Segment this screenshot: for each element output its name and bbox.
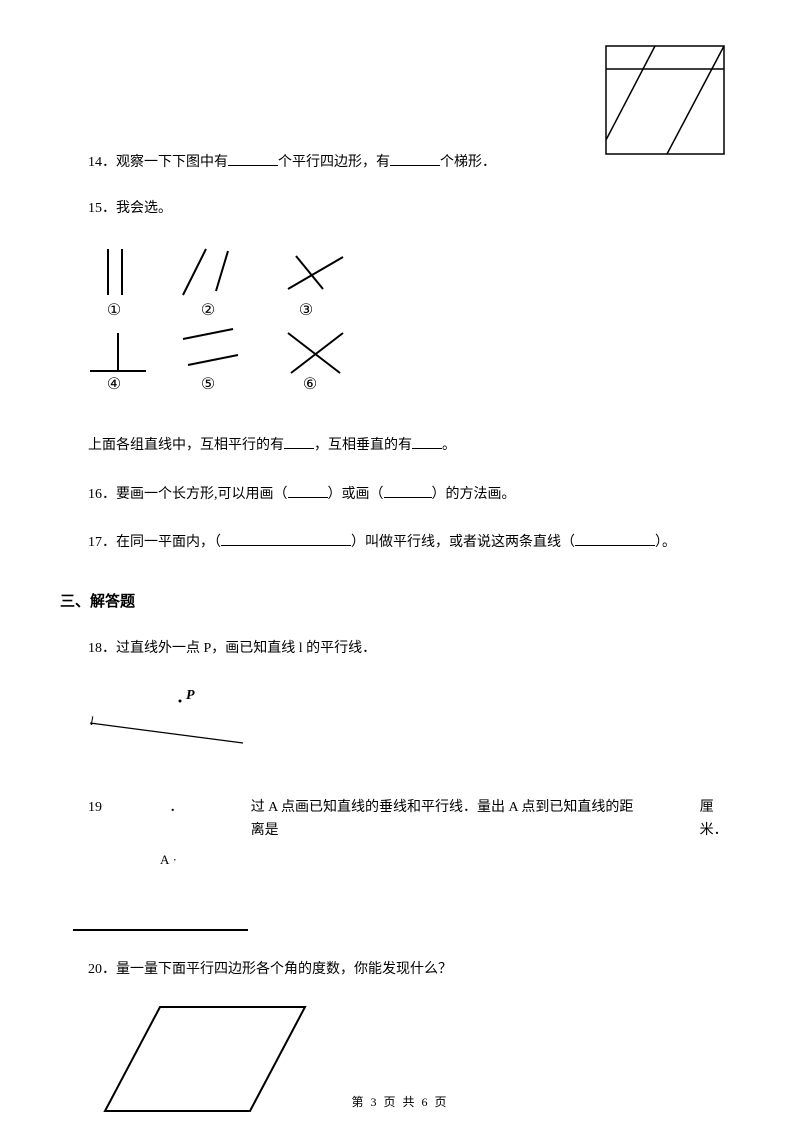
- q17-blank-1[interactable]: [221, 530, 351, 546]
- svg-text:③: ③: [299, 302, 313, 319]
- q20-text: 20．量一量下面平行四边形各个角的度数，你能发现什么？: [88, 962, 452, 977]
- q19-text: 过 A 点画已知直线的垂线和平行线．量出 A 点到已知直线的距离是: [251, 797, 646, 842]
- svg-text:⑤: ⑤: [201, 376, 215, 393]
- q14-text-prefix: 14．观察一下下图中有: [88, 155, 228, 170]
- svg-text:④: ④: [107, 376, 121, 393]
- question-17: 17．在同一平面内，（ ）叫做平行线，或者说这两条直线（ ）。: [88, 530, 740, 554]
- q18-line-label: l: [90, 713, 94, 728]
- q14-blank-1[interactable]: [228, 150, 278, 166]
- footer-prefix: 第: [351, 1095, 370, 1109]
- section-3-header: 三、解答题: [60, 590, 740, 614]
- q15-end: 。: [442, 438, 456, 453]
- footer-total: 6: [422, 1095, 430, 1109]
- q14-blank-2[interactable]: [390, 150, 440, 166]
- q14-text-mid2: 个梯形．: [440, 155, 496, 170]
- q18-figure: P l: [88, 681, 740, 769]
- q14-text-mid1: 个平行四边形，有: [278, 155, 390, 170]
- footer-mid: 页 共: [378, 1095, 421, 1109]
- question-16: 16．要画一个长方形,可以用画（ ）或画（ ）的方法画。: [88, 482, 740, 506]
- q15-figure: ① ② ③ ④ ⑤ ⑥: [88, 241, 740, 409]
- q17-mid: ）叫做平行线，或者说这两条直线（: [351, 535, 575, 550]
- q16-mid: ）或画（: [328, 487, 384, 502]
- q19-point-dot: ·: [173, 852, 177, 867]
- q15-blank-1[interactable]: [284, 433, 314, 449]
- footer-suffix: 页: [430, 1095, 449, 1109]
- q16-end: ）的方法画。: [432, 487, 516, 502]
- q17-blank-2[interactable]: [575, 530, 655, 546]
- q15-blank-2[interactable]: [412, 433, 442, 449]
- question-18: 18．过直线外一点 P，画已知直线 l 的平行线．: [88, 638, 740, 660]
- question-14: 14．观察一下下图中有 个平行四边形，有 个梯形．: [88, 150, 740, 174]
- q19-point-label: A: [160, 852, 169, 867]
- question-20: 20．量一量下面平行四边形各个角的度数，你能发现什么？: [88, 959, 740, 981]
- question-19: 19．过 A 点画已知直线的垂线和平行线．量出 A 点到已知直线的距离是厘米． …: [88, 797, 740, 931]
- q19-unit: 厘米．: [700, 797, 740, 842]
- svg-text:⑥: ⑥: [303, 376, 317, 393]
- q18-line: [90, 723, 243, 743]
- q15-mid: ，互相垂直的有: [314, 438, 412, 453]
- svg-text:①: ①: [107, 302, 121, 319]
- q17-prefix: 17．在同一平面内，（: [88, 535, 221, 550]
- q15-text: 上面各组直线中，互相平行的有: [88, 438, 284, 453]
- q16-blank-2[interactable]: [384, 482, 432, 498]
- q19-baseline: [73, 929, 248, 931]
- q18-point-dot: [179, 699, 182, 702]
- page-footer: 第 3 页 共 6 页: [0, 1093, 800, 1112]
- q14-figure: [605, 45, 725, 163]
- question-15: 15．我会选。: [88, 198, 740, 220]
- q19-dot: ．: [169, 797, 183, 842]
- q15-title: 15．我会选。: [88, 201, 172, 216]
- q15-text-row: 上面各组直线中，互相平行的有 ，互相垂直的有 。: [88, 433, 740, 457]
- q17-end: ）。: [655, 535, 676, 550]
- q16-blank-1[interactable]: [288, 482, 328, 498]
- q16-prefix: 16．要画一个长方形,可以用画（: [88, 487, 288, 502]
- q18-text: 18．过直线外一点 P，画已知直线 l 的平行线．: [88, 641, 376, 656]
- svg-text:②: ②: [201, 302, 215, 319]
- q19-num: 19: [88, 797, 102, 842]
- q19-point: A ·: [160, 850, 740, 871]
- q18-point-label: P: [186, 688, 195, 703]
